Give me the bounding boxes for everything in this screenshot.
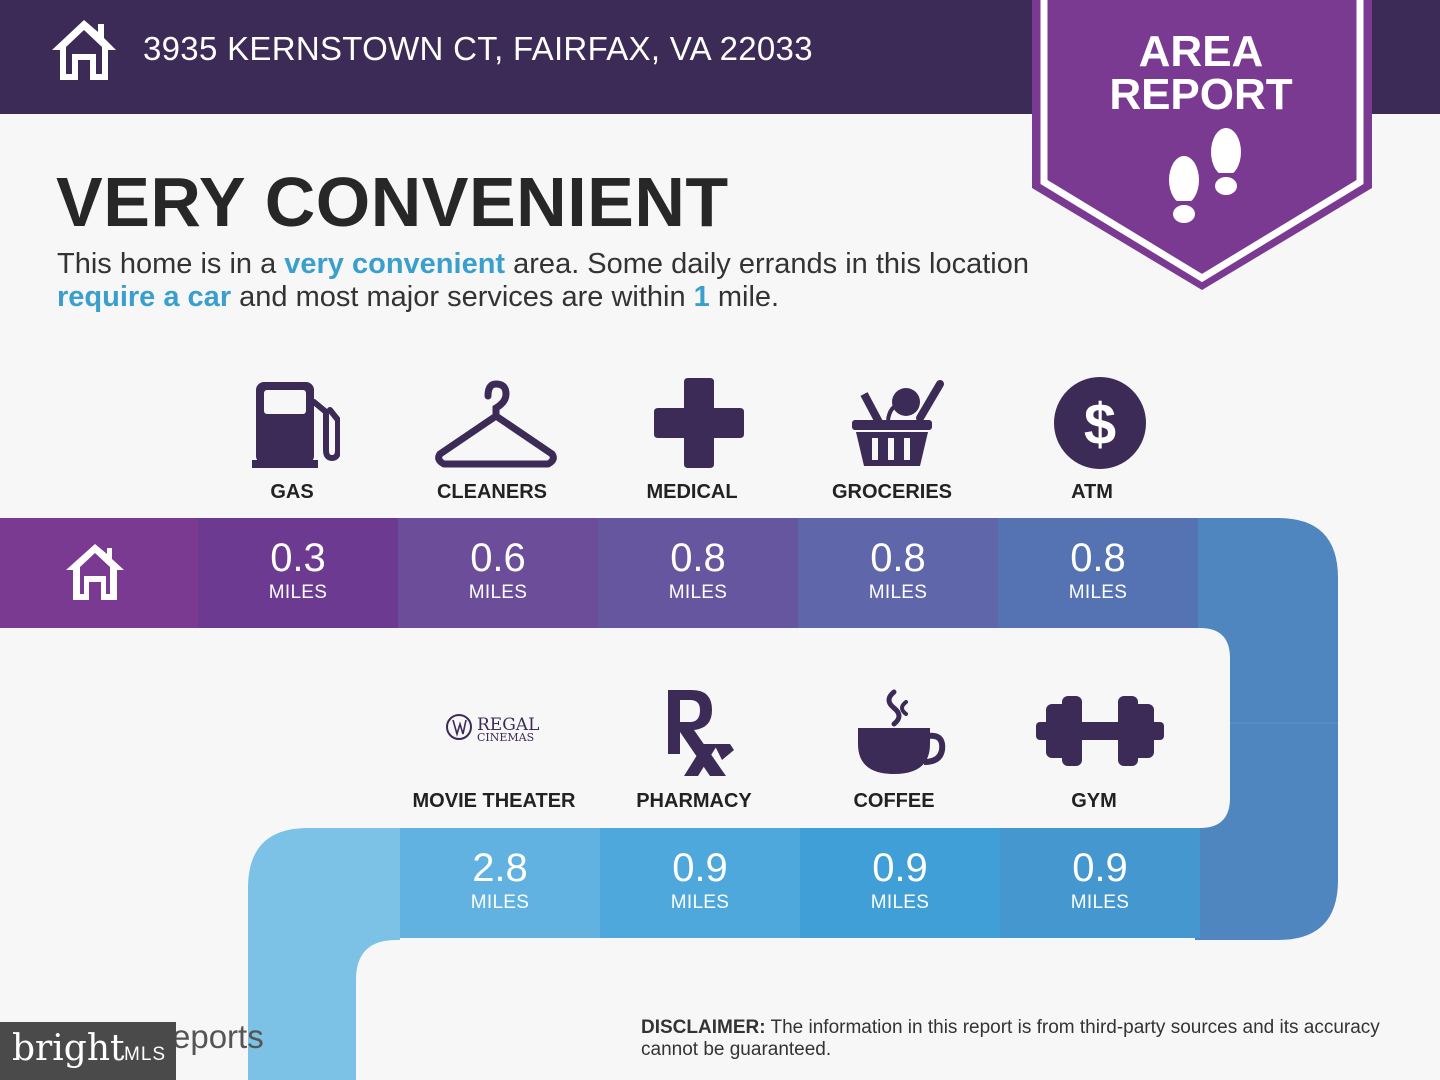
- distance-cell-atm: 0.8 MILES: [998, 518, 1198, 628]
- house-icon: [66, 544, 124, 600]
- badge-title: AREA REPORT: [1109, 27, 1293, 119]
- disclaimer-text: DISCLAIMER: The information in this repo…: [641, 1017, 1380, 1060]
- distance-cell-groceries: 0.8 MILES: [798, 518, 998, 628]
- category-label-gas: GAS: [270, 481, 314, 503]
- svg-text:$: $: [1084, 392, 1116, 457]
- category-label-atm: ATM: [1071, 481, 1113, 503]
- category-label-cleaners: CLEANERS: [436, 481, 547, 503]
- distance-unit: MILES: [468, 582, 528, 603]
- regal-logo-word1: REGAL: [477, 715, 539, 735]
- dollar-coin-icon: $: [1054, 377, 1146, 469]
- distance-cell-medical: 0.8 MILES: [598, 518, 798, 628]
- distance-value: 0.6: [470, 536, 526, 580]
- medical-cross-icon: [654, 378, 744, 468]
- coffee-cup-icon: [858, 689, 946, 774]
- distance-cell-movie-theater: 2.8 MILES: [400, 828, 600, 938]
- category-label-groceries: GROCERIES: [831, 481, 953, 503]
- bright-wordmark: bright: [12, 1028, 125, 1069]
- category-label-movie-theater: MOVIE THEATER: [412, 790, 576, 812]
- convenience-headline: VERY CONVENIENT: [56, 163, 729, 241]
- dumbbell-icon: [1036, 696, 1164, 766]
- distance-unit: MILES: [868, 582, 928, 603]
- distance-value: 0.8: [870, 536, 926, 580]
- distance-unit: MILES: [670, 892, 730, 913]
- distance-unit: MILES: [1068, 582, 1128, 603]
- house-icon: [52, 20, 116, 80]
- category-label-medical: MEDICAL: [646, 481, 738, 503]
- category-label-gym: GYM: [1071, 790, 1117, 812]
- regal-logo-word2: CINEMAS: [477, 731, 534, 744]
- brand-name-partial: eports: [172, 1018, 264, 1055]
- distance-cell-cleaners: 0.6 MILES: [398, 518, 598, 628]
- distance-unit: MILES: [1070, 892, 1130, 913]
- grocery-basket-icon: [852, 380, 944, 466]
- mls-wordmark: MLS: [124, 1044, 167, 1065]
- property-address: 3935 KERNSTOWN CT, FAIRFAX, VA 22033: [143, 30, 813, 67]
- distance-value: 0.9: [1072, 846, 1128, 890]
- distance-cell-coffee: 0.9 MILES: [800, 828, 1000, 938]
- distance-unit: MILES: [268, 582, 328, 603]
- start-home-cell: [0, 518, 198, 628]
- gas-pump-icon: [252, 382, 340, 468]
- category-label-pharmacy: PHARMACY: [636, 790, 752, 812]
- clothes-hanger-icon: [435, 380, 557, 468]
- distance-value: 0.8: [1070, 536, 1126, 580]
- rx-icon: [668, 690, 734, 776]
- distance-value: 0.9: [672, 846, 728, 890]
- area-report-badge: [1032, 0, 1372, 290]
- distance-cell-gas: 0.3 MILES: [198, 518, 398, 628]
- distance-value: 0.8: [670, 536, 726, 580]
- category-label-coffee: COFFEE: [853, 790, 935, 812]
- distance-value: 0.3: [270, 536, 326, 580]
- distance-cell-pharmacy: 0.9 MILES: [600, 828, 800, 938]
- convenience-description: This home is in a very convenient area. …: [57, 248, 1029, 313]
- bright-mls-watermark: bright MLS: [0, 1022, 176, 1080]
- distance-value: 0.9: [872, 846, 928, 890]
- footprints-icon: [1169, 128, 1241, 223]
- distance-value: 2.8: [472, 846, 528, 890]
- regal-cinemas-logo: REGAL CINEMAS: [446, 714, 539, 744]
- distance-unit: MILES: [470, 892, 530, 913]
- distance-unit: MILES: [870, 892, 930, 913]
- distance-unit: MILES: [668, 582, 728, 603]
- distance-cell-gym: 0.9 MILES: [1000, 828, 1200, 938]
